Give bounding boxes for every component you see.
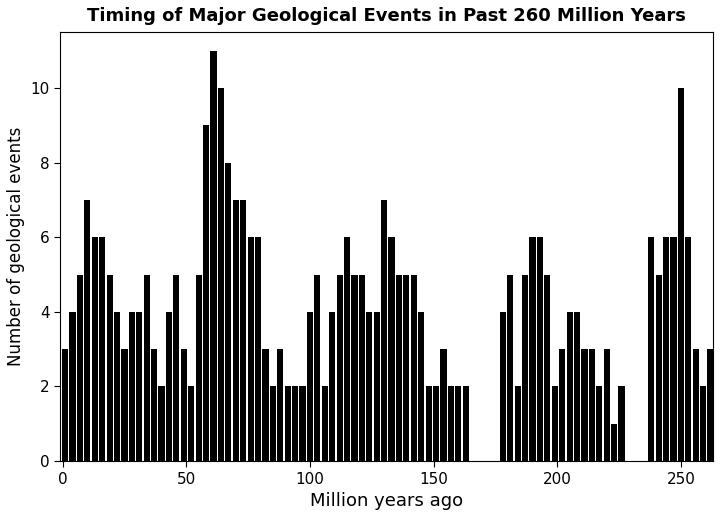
Bar xyxy=(307,312,313,461)
Bar xyxy=(552,387,558,461)
Bar xyxy=(151,349,157,461)
Bar xyxy=(91,237,98,461)
Bar xyxy=(218,88,224,461)
Bar xyxy=(270,387,276,461)
Bar xyxy=(300,387,305,461)
Bar xyxy=(255,237,261,461)
Bar xyxy=(574,312,580,461)
Bar xyxy=(62,349,68,461)
Bar xyxy=(262,349,269,461)
Bar xyxy=(426,387,432,461)
Bar xyxy=(537,237,543,461)
Bar xyxy=(203,125,210,461)
Bar xyxy=(670,237,677,461)
Bar xyxy=(77,275,83,461)
Bar xyxy=(559,349,565,461)
Bar xyxy=(181,349,187,461)
Bar xyxy=(359,275,365,461)
Bar xyxy=(663,237,669,461)
Bar xyxy=(611,424,617,461)
Bar xyxy=(463,387,469,461)
Bar xyxy=(122,349,127,461)
Bar xyxy=(336,275,343,461)
Bar xyxy=(500,312,506,461)
Bar xyxy=(441,349,446,461)
Bar xyxy=(693,349,699,461)
Bar xyxy=(403,275,410,461)
Bar xyxy=(314,275,320,461)
Bar xyxy=(69,312,76,461)
Bar xyxy=(114,312,120,461)
Bar xyxy=(581,349,588,461)
Bar xyxy=(700,387,706,461)
Bar xyxy=(166,312,172,461)
Bar xyxy=(381,200,387,461)
Bar xyxy=(522,275,528,461)
Bar xyxy=(618,387,625,461)
Bar xyxy=(99,237,105,461)
Bar xyxy=(448,387,454,461)
Bar xyxy=(366,312,372,461)
Bar xyxy=(529,237,536,461)
Bar xyxy=(455,387,462,461)
Bar xyxy=(708,349,714,461)
Bar xyxy=(418,312,424,461)
Bar xyxy=(84,200,91,461)
Bar xyxy=(678,88,684,461)
Bar xyxy=(603,349,610,461)
Y-axis label: Number of geological events: Number of geological events xyxy=(7,127,25,366)
Bar xyxy=(515,387,521,461)
Bar xyxy=(233,200,239,461)
Bar xyxy=(351,275,358,461)
Bar xyxy=(389,237,395,461)
Bar xyxy=(596,387,603,461)
Bar xyxy=(107,275,113,461)
Bar xyxy=(196,275,202,461)
Bar xyxy=(589,349,595,461)
Bar xyxy=(410,275,417,461)
Bar xyxy=(655,275,662,461)
Bar xyxy=(188,387,194,461)
Bar xyxy=(210,51,217,461)
Bar xyxy=(322,387,328,461)
Bar xyxy=(648,237,654,461)
Bar xyxy=(544,275,551,461)
Bar xyxy=(129,312,135,461)
Bar xyxy=(248,237,253,461)
Bar xyxy=(433,387,439,461)
Bar xyxy=(374,312,380,461)
Bar xyxy=(136,312,143,461)
Bar xyxy=(225,163,231,461)
Bar xyxy=(507,275,513,461)
Bar xyxy=(292,387,298,461)
Bar xyxy=(240,200,246,461)
Bar xyxy=(685,237,691,461)
Title: Timing of Major Geological Events in Past 260 Million Years: Timing of Major Geological Events in Pas… xyxy=(87,7,686,25)
Bar xyxy=(396,275,402,461)
Bar xyxy=(158,387,165,461)
Bar xyxy=(329,312,336,461)
Bar xyxy=(277,349,284,461)
Bar xyxy=(284,387,291,461)
X-axis label: Million years ago: Million years ago xyxy=(310,492,463,510)
Bar xyxy=(143,275,150,461)
Bar xyxy=(344,237,350,461)
Bar xyxy=(567,312,572,461)
Bar xyxy=(174,275,179,461)
